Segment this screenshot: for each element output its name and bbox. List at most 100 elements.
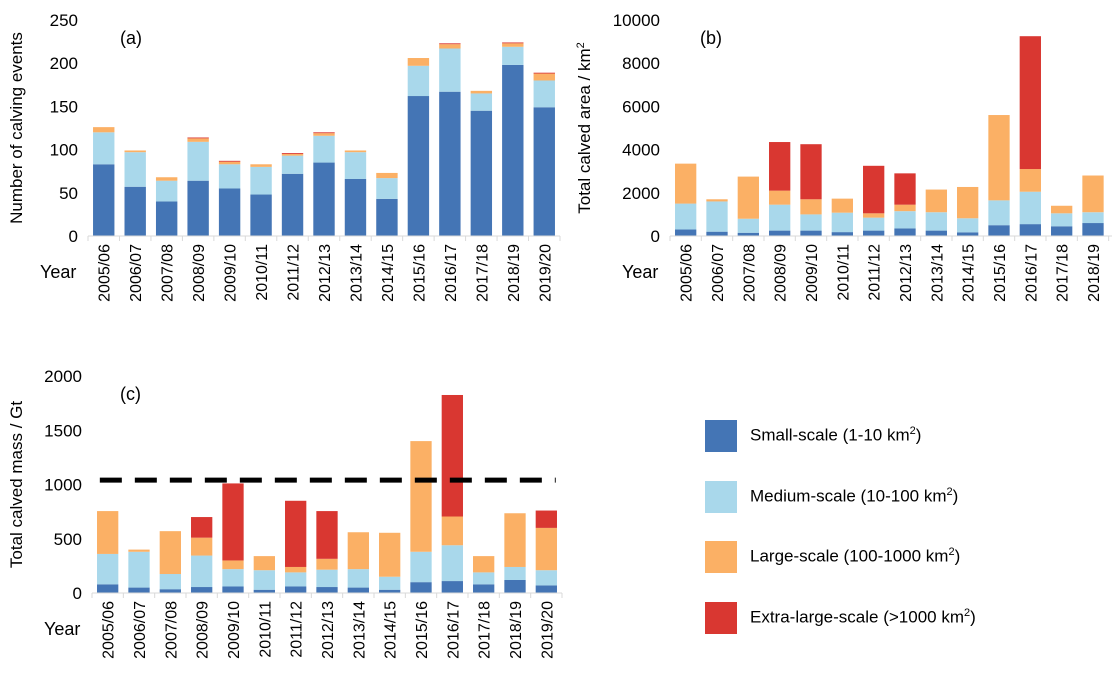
panel-b-category-label: 2017/18: [1055, 244, 1072, 302]
panel-c-bar-small: [285, 586, 307, 593]
panel-c-bar-xlarge: [535, 510, 557, 528]
panel-a-bar-medium: [124, 152, 146, 187]
panel-a-bar-large: [187, 138, 209, 142]
panel-b-bar-small: [769, 230, 791, 236]
panel-a-bar-medium: [439, 48, 461, 92]
panel-c-panel-label: (c): [120, 384, 141, 404]
panel-c-bar-large: [316, 558, 338, 570]
panel-a-category-label: 2014/15: [380, 244, 397, 302]
panel-b-ytick-label: 8000: [622, 54, 660, 73]
panel-c-bar-small: [222, 586, 244, 593]
panel-b-ylabel: Total calved area / km2: [575, 42, 594, 213]
panel-b-bar-medium: [863, 217, 885, 231]
panel-a-bar-medium: [250, 166, 272, 195]
panel-c-bar-large: [473, 556, 495, 573]
panel-a-ylabel: Number of calving events: [7, 32, 26, 224]
panel-c-category-label: 2017/18: [477, 601, 494, 659]
panel-a-bar-medium: [218, 164, 241, 189]
panel-c-bar-small: [410, 582, 432, 593]
panel-b-bar-medium: [831, 212, 853, 233]
panel-b-bar-small: [894, 228, 916, 236]
panel-c-ytick-label: 2000: [44, 367, 82, 386]
panel-a-xlabel: Year: [40, 262, 76, 282]
panel-a-bar-large: [439, 44, 461, 49]
panel-b-bar-medium: [1019, 191, 1041, 225]
panel-a-bar-large: [376, 172, 398, 179]
panel-b-bar-small: [863, 230, 885, 236]
panel-c-bar-large: [191, 537, 213, 556]
legend-swatch-small: [705, 420, 737, 452]
panel-a-bar-xlarge: [218, 160, 241, 162]
panel-c-bar-medium: [410, 551, 432, 583]
panel-c-bar-xlarge: [441, 394, 463, 517]
panel-a-bar-medium: [376, 178, 398, 199]
panel-b-bar-large: [925, 189, 947, 213]
panel-c-bar-large: [379, 532, 401, 577]
panel-c-category-label: 2007/08: [163, 601, 180, 659]
panel-b-category-label: 2018/19: [1086, 244, 1103, 302]
panel-a-bar-xlarge: [313, 132, 335, 134]
panel-b-bar-large: [675, 163, 697, 204]
panel-a-bar-medium: [93, 132, 115, 165]
panel-b-category-label: 2015/16: [992, 244, 1009, 302]
panel-a-ytick-label: 100: [50, 141, 78, 160]
panel-b-bar-medium: [1051, 213, 1073, 227]
panel-a-category-label: 2006/07: [128, 244, 145, 302]
panel-a-bar-large: [313, 133, 335, 136]
panel-b-bar-large: [863, 213, 885, 218]
panel-a-category-label: 2005/06: [97, 244, 114, 302]
panel-b-bar-medium: [894, 211, 916, 229]
panel-a-bar-large: [344, 150, 367, 153]
panel-c-bar-medium: [535, 570, 557, 586]
panel-b-category-label: 2014/15: [961, 244, 978, 302]
panel-b-bar-small: [706, 231, 728, 236]
legend-label-small: Small-scale (1-10 km2): [750, 425, 922, 445]
panel-c-ylabel: Total calved mass / Gt: [7, 401, 26, 569]
panel-b-bar-small: [737, 232, 759, 236]
panel-a-bar-small: [124, 186, 146, 236]
panel-c-bar-large: [97, 511, 119, 554]
panel-c-bar-medium: [347, 569, 369, 588]
panel-a-ytick-label: 50: [59, 184, 78, 203]
panel-b-category-label: 2009/10: [804, 244, 821, 302]
panel-a-ytick-label: 0: [69, 227, 78, 246]
panel-c-category-label: 2006/07: [132, 601, 149, 659]
panel-b-bar-large: [769, 190, 791, 205]
panel-c-bar-medium: [441, 545, 463, 582]
legend-label-medium: Medium-scale (10-100 km2): [750, 486, 959, 506]
panel-b-bar-medium: [737, 218, 759, 233]
panel-a-bar-small: [281, 173, 304, 236]
panel-b-bar-large: [957, 186, 979, 219]
panel-b-bar-medium: [675, 203, 697, 230]
panel-b-ytick-label: 10000: [613, 11, 660, 30]
panel-c-bar-small: [97, 584, 119, 593]
panel-c-bar-large: [535, 527, 557, 571]
panel-c-bar-small: [379, 589, 401, 593]
panel-b-category-label: 2005/06: [679, 244, 696, 302]
panel-a-category-label: 2018/19: [506, 244, 523, 302]
panel-b-bar-large: [737, 176, 759, 219]
panel-b-xlabel: Year: [622, 262, 658, 282]
panel-a-bar-small: [376, 198, 398, 236]
panel-c-bar-xlarge: [285, 500, 307, 567]
panel-a-bar-small: [313, 162, 335, 236]
panel-b-bar-small: [1051, 226, 1073, 236]
panel-c-ytick-label: 500: [54, 530, 82, 549]
panel-a-bar-medium: [187, 141, 209, 181]
panel-a-ytick-label: 250: [50, 11, 78, 30]
panel-c-bar-medium: [504, 566, 526, 580]
panel-b-bar-large: [706, 199, 728, 202]
panel-a-bar-medium: [313, 135, 335, 163]
panel-a-bar-small: [344, 178, 367, 236]
panel-b-bar-large: [800, 199, 822, 215]
panel-b-bar-large: [1019, 169, 1041, 192]
panel-c-category-label: 2016/17: [445, 601, 462, 659]
panel-b-bar-small: [1019, 224, 1041, 236]
panel-c-bar-medium: [473, 572, 495, 585]
panel-b-bar-small: [988, 225, 1010, 236]
panel-a-bar-xlarge: [439, 43, 461, 45]
panel-a-bar-xlarge: [533, 72, 555, 74]
legend-item-medium: Medium-scale (10-100 km2): [705, 481, 1105, 513]
panel-a-bar-medium: [533, 80, 555, 108]
panel-a-bar-medium: [407, 65, 430, 97]
